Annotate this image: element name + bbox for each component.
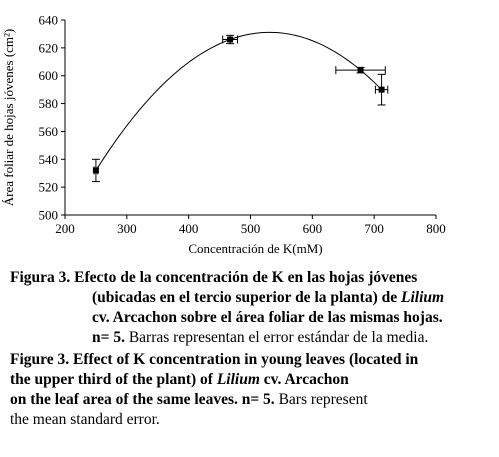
caption-es-line1: Efecto de la concentración de K en las h… bbox=[70, 269, 418, 286]
y-tick-label: 560 bbox=[39, 124, 59, 139]
data-point-2 bbox=[227, 36, 234, 43]
y-tick-label: 640 bbox=[39, 13, 59, 28]
caption-es-lilium: Lilium bbox=[401, 289, 445, 306]
y-tick-label: 580 bbox=[39, 96, 59, 111]
x-tick-label: 300 bbox=[117, 221, 137, 236]
caption-es-n: n= 5. bbox=[92, 329, 125, 346]
caption-en-lilium: Lilium bbox=[216, 371, 260, 388]
x-tick-label: 700 bbox=[364, 221, 384, 236]
caption-es-line2: (ubicadas en el tercio superior de la pl… bbox=[92, 289, 401, 306]
x-tick-label: 400 bbox=[179, 221, 199, 236]
leaf-area-chart: 200 300 400 500 600 700 800 500 520 540 560 580 600 6… bbox=[1, 13, 446, 257]
y-axis-title: Área foliar de hojas jóvenes (cm²) bbox=[1, 29, 16, 207]
caption-en-line2b: cv. Arcachon bbox=[259, 371, 349, 388]
x-axis-title: Concentración de K(mM) bbox=[188, 241, 322, 256]
caption-en-line3: on the leaf area of the same leaves. bbox=[10, 391, 242, 408]
chart-area: 200 300 400 500 600 700 800 500 520 540 560 580 600 6… bbox=[1, 13, 446, 257]
data-point-4 bbox=[378, 86, 385, 93]
y-tick-label: 520 bbox=[39, 180, 59, 195]
y-tick-label: 500 bbox=[39, 208, 59, 223]
fit-curve bbox=[95, 31, 382, 171]
data-point-1 bbox=[92, 167, 99, 174]
x-tick-label: 500 bbox=[241, 221, 261, 236]
caption-english: Figure 3. Effect of K concentration in y… bbox=[10, 350, 494, 430]
y-tick-label: 600 bbox=[39, 68, 59, 83]
x-tick-label: 200 bbox=[55, 221, 75, 236]
x-tick-label: 600 bbox=[303, 221, 323, 236]
caption-es-label: Figura 3. bbox=[10, 269, 71, 286]
caption-es-line3: cv. Arcachon sobre el área foliar de las… bbox=[92, 309, 443, 326]
caption-en-label: Figure 3. bbox=[10, 351, 70, 368]
caption-en-line4: the mean standard error. bbox=[10, 411, 160, 428]
x-tick-label: 800 bbox=[426, 221, 446, 236]
caption-en-n: n= 5. bbox=[241, 391, 275, 408]
caption-spanish: Figura 3. Efecto de la concentración de … bbox=[10, 268, 494, 348]
caption-es-line4: Barras representan el error estándar de … bbox=[124, 329, 429, 346]
caption-en-line2: the upper third of the plant) of bbox=[10, 371, 217, 388]
data-point-3 bbox=[357, 67, 364, 74]
caption-en-line3b: Bars represent bbox=[274, 391, 368, 408]
y-tick-label: 540 bbox=[39, 152, 59, 167]
caption-en-line1: Effect of K concentration in young leave… bbox=[69, 351, 419, 368]
y-tick-label: 620 bbox=[39, 40, 59, 55]
